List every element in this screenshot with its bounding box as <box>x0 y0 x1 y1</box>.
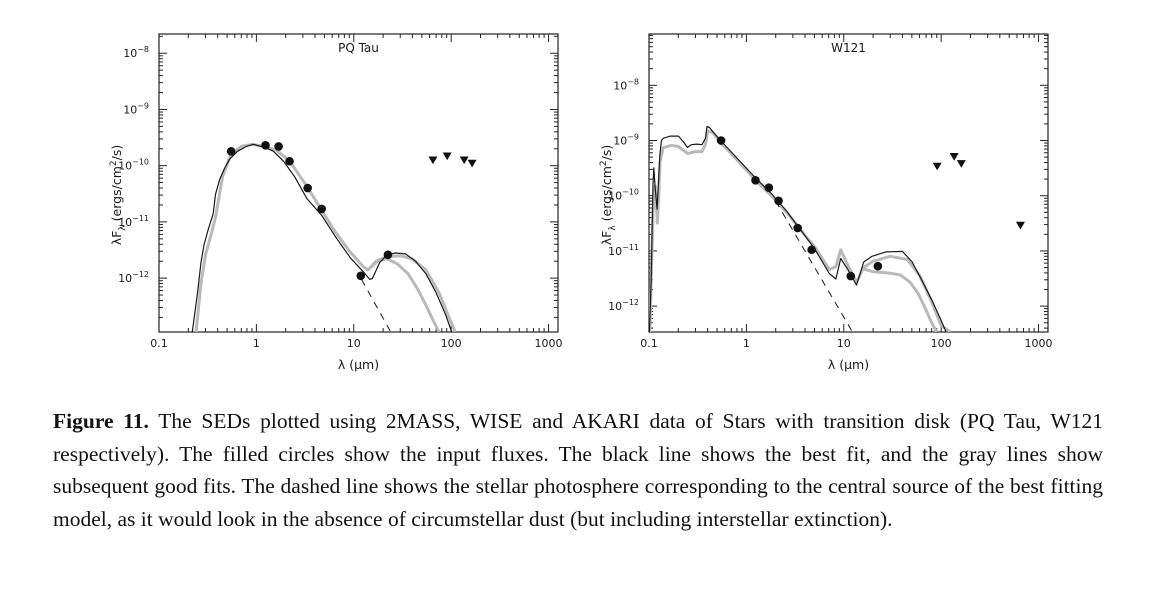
x-tick-label: 1 <box>743 337 750 350</box>
y-tick-label: 10−8 <box>123 45 149 60</box>
y-tick-base: 10 <box>608 300 622 313</box>
y-tick-base: 10 <box>613 135 627 148</box>
x-tick-label: 0.1 <box>150 337 168 350</box>
flux-point <box>274 142 283 151</box>
y-tick-base: 10 <box>608 245 622 258</box>
flux-point <box>261 141 270 150</box>
flux-point <box>807 245 816 255</box>
y-title-sub: λ <box>608 225 618 231</box>
y-tick-exponent: −10 <box>622 188 639 197</box>
y-tick-base: 10 <box>118 216 132 229</box>
y-tick-exponent: −12 <box>132 270 149 279</box>
y-title-sup: 2 <box>599 160 609 166</box>
x-tick-label: 10 <box>837 337 851 350</box>
y-tick-label: 10−8 <box>613 77 639 92</box>
y-title-main: λF <box>109 231 124 246</box>
y-title-sub: λ <box>118 225 128 231</box>
flux-point <box>751 176 760 185</box>
y-tick-exponent: −9 <box>627 133 639 142</box>
y-tick-exponent: −11 <box>132 214 149 223</box>
flux-point <box>846 271 856 281</box>
plot-area <box>649 125 1025 332</box>
flux-point <box>764 183 774 192</box>
sed-panel-w121: 0.1 1 10 100 100010−810−910−1010−1110−12W121… <box>599 33 1053 372</box>
y-tick-base: 10 <box>118 272 132 285</box>
x-tick-label: 0.1 <box>640 337 658 350</box>
good-fit-line <box>194 142 457 332</box>
x-tick-label: 100 <box>441 337 462 350</box>
upper-limit-triangle <box>442 152 452 161</box>
y-tick-base: 10 <box>123 47 137 60</box>
caption-text: The SEDs plotted using 2MASS, WISE and A… <box>53 409 1103 531</box>
panel-title: PQ Tau <box>338 41 379 55</box>
upper-limit-triangle <box>428 156 438 165</box>
y-title-sup: 2 <box>109 160 119 166</box>
figure-caption: Figure 11. The SEDs plotted using 2MASS,… <box>53 405 1103 535</box>
y-tick-exponent: −8 <box>627 77 639 86</box>
y-tick-exponent: −12 <box>622 298 639 307</box>
y-axis-title: λFλ (ergs/cm2/s) <box>599 145 618 245</box>
flux-point <box>285 156 294 166</box>
flux-point <box>774 196 783 206</box>
y-tick-label: 10−9 <box>613 133 639 148</box>
panel-title: W121 <box>831 41 866 55</box>
flux-point <box>303 183 312 193</box>
y-title-main: λF <box>599 231 614 246</box>
photosphere-dashed-line <box>361 279 392 332</box>
flux-point <box>317 204 326 214</box>
x-tick-label: 100 <box>931 337 952 350</box>
y-tick-label: 10−12 <box>118 270 149 285</box>
x-tick-label: 1000 <box>535 337 563 350</box>
x-tick-label: 1000 <box>1025 337 1053 350</box>
upper-limit-triangle <box>459 156 469 165</box>
x-tick-label: 1 <box>253 337 260 350</box>
x-axis-title: λ (μm) <box>338 357 379 372</box>
y-title-units-end: /s) <box>109 145 124 161</box>
photosphere-dashed-line <box>775 200 853 332</box>
y-title-units: (ergs/cm <box>599 166 614 225</box>
x-axis-title: λ (μm) <box>828 357 869 372</box>
y-axis-title: λFλ (ergs/cm2/s) <box>109 145 128 245</box>
upper-limit-triangle <box>932 162 942 171</box>
y-title-units-end: /s) <box>599 145 614 161</box>
caption-label: Figure 11. <box>53 409 149 433</box>
axis-ticks <box>648 34 1048 332</box>
y-tick-exponent: −11 <box>622 243 639 252</box>
best-fit-line <box>191 143 453 332</box>
plot-area <box>191 141 477 332</box>
y-tick-label: 10−9 <box>123 101 149 116</box>
flux-point <box>356 271 366 281</box>
y-tick-label: 10−12 <box>608 298 639 313</box>
y-tick-label: 10−11 <box>608 243 639 258</box>
best-fit-line <box>649 125 947 332</box>
y-title-units: (ergs/cm <box>109 166 124 225</box>
x-tick-label: 10 <box>347 337 361 350</box>
good-fit-line <box>366 257 441 332</box>
flux-point <box>793 223 802 233</box>
flux-point <box>716 136 726 145</box>
flux-point <box>873 261 883 271</box>
upper-limit-triangle <box>467 159 477 168</box>
y-tick-exponent: −10 <box>132 158 149 167</box>
y-tick-base: 10 <box>118 160 132 173</box>
plot-frame <box>648 33 1049 333</box>
flux-point <box>383 250 393 260</box>
upper-limit-triangle <box>1015 221 1025 230</box>
y-tick-label: 10−10 <box>608 188 639 203</box>
good-fit-line <box>863 267 939 332</box>
upper-limit-triangle <box>949 153 959 161</box>
y-tick-base: 10 <box>613 79 627 92</box>
y-tick-label: 10−11 <box>118 214 149 229</box>
flux-point <box>226 147 236 156</box>
upper-limit-triangle <box>956 160 966 168</box>
y-tick-exponent: −8 <box>137 45 149 54</box>
y-tick-label: 10−10 <box>118 158 149 173</box>
y-tick-base: 10 <box>123 103 137 116</box>
y-tick-base: 10 <box>608 190 622 203</box>
y-tick-exponent: −9 <box>137 101 149 110</box>
axis-ticks <box>158 34 558 332</box>
